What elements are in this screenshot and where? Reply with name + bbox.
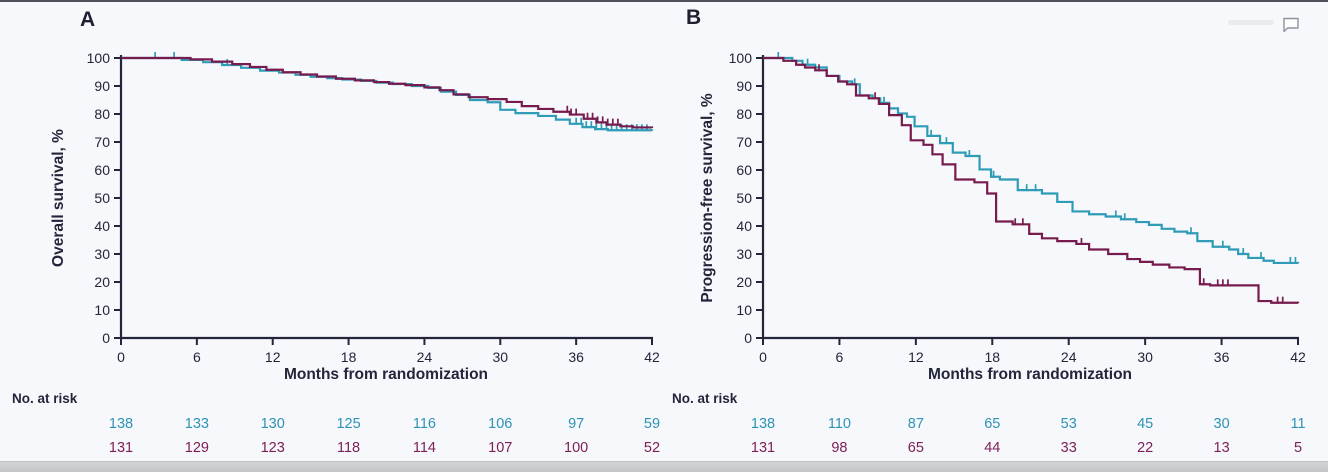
x-tick-label: 12 [908, 349, 924, 365]
arm-teal-at-risk-count: 116 [413, 416, 436, 432]
x-tick-label: 42 [644, 349, 660, 365]
arm-teal-at-risk-count: 59 [644, 416, 660, 432]
y-tick-label: 40 [736, 218, 752, 234]
x-tick-label: 42 [1290, 349, 1306, 365]
x-axis-title-months-b: Months from randomization [927, 366, 1133, 383]
y-tick-label: 20 [736, 274, 752, 290]
y-tick-label: 80 [736, 106, 752, 122]
arm-maroon-at-risk-count: 129 [185, 440, 209, 456]
km-chart-overall-survival: 0 10 20 30 40 50 60 70 80 90 100 0 6 12 18 24 30 36 42 138 1… [87, 50, 660, 456]
y-tick-label: 10 [94, 302, 110, 318]
arm-teal-at-risk-count: 130 [261, 416, 285, 432]
arm-teal-at-risk-count: 30 [1214, 416, 1230, 432]
y-tick-label: 70 [94, 134, 110, 150]
arm-teal-at-risk-count: 133 [185, 416, 209, 432]
x-tick-label: 30 [1137, 349, 1153, 365]
arm-maroon-at-risk-count: 33 [1061, 440, 1077, 456]
arm-teal-at-risk-count: 53 [1061, 416, 1077, 432]
x-tick-label: 12 [265, 349, 281, 365]
arm-teal-at-risk-count: 106 [488, 416, 512, 432]
arm-teal-at-risk-count: 138 [109, 416, 133, 432]
arm-maroon-at-risk-count: 114 [413, 440, 436, 456]
arm-teal-survival-curve [763, 56, 1300, 265]
y-tick-label: 50 [736, 190, 752, 206]
x-axis-title-months-a: Months from randomization [283, 366, 489, 383]
no-at-risk-label-a: No. at risk [12, 391, 78, 406]
x-tick-label: 36 [568, 349, 584, 365]
arm-maroon-at-risk-count: 107 [488, 440, 512, 456]
arm-teal-at-risk-count: 97 [568, 416, 584, 432]
y-tick-label: 60 [736, 162, 752, 178]
y-tick-label: 100 [729, 50, 753, 66]
bottom-scrollbar-band [0, 461, 1328, 472]
x-tick-label: 24 [1061, 349, 1077, 365]
km-chart-progression-free-survival: 0 10 20 30 40 50 60 70 80 90 100 0 6 12 18 24 30 36 42 138 1… [729, 50, 1306, 456]
panel-label-b: B [686, 6, 702, 29]
y-tick-label: 60 [94, 162, 110, 178]
y-tick-label: 90 [736, 78, 752, 94]
y-tick-label: 100 [87, 50, 111, 66]
x-tick-label: 18 [341, 349, 357, 365]
arm-teal-at-risk-count: 45 [1137, 416, 1153, 432]
x-tick-label: 18 [984, 349, 1000, 365]
arm-teal-at-risk-count: 87 [908, 416, 924, 432]
top-border-line [0, 0, 1328, 2]
x-tick-label: 36 [1214, 349, 1230, 365]
arm-maroon-at-risk-count: 131 [751, 440, 775, 456]
arm-maroon-at-risk-count: 65 [908, 440, 924, 456]
arm-maroon-at-risk-count: 44 [984, 440, 1000, 456]
x-tick-label: 0 [759, 349, 767, 365]
x-tick-label: 6 [193, 349, 201, 365]
arm-maroon-at-risk-count: 118 [337, 440, 360, 456]
panel-label-a: A [80, 8, 96, 31]
arm-maroon-at-risk-count: 100 [564, 440, 588, 456]
arm-maroon-at-risk-count: 13 [1214, 440, 1230, 456]
arm-teal-survival-curve [121, 56, 654, 132]
y-tick-label: 50 [94, 190, 110, 206]
y-tick-label: 70 [736, 134, 752, 150]
x-tick-label: 30 [492, 349, 508, 365]
arm-maroon-at-risk-count: 22 [1137, 440, 1153, 456]
y-tick-label: 20 [94, 274, 110, 290]
arm-maroon-at-risk-count: 5 [1294, 440, 1302, 456]
arm-teal-at-risk-count: 110 [828, 416, 851, 432]
y-tick-label: 30 [736, 246, 752, 262]
x-tick-label: 24 [417, 349, 433, 365]
arm-maroon-at-risk-count: 123 [261, 440, 285, 456]
y-tick-label: 30 [94, 246, 110, 262]
panel-progression-free-survival: B Progression-free survival, % Months fr… [664, 0, 1328, 472]
arm-maroon-at-risk-count: 131 [109, 440, 133, 456]
arm-teal-at-risk-count: 65 [984, 416, 1000, 432]
y-tick-label: 90 [94, 78, 110, 94]
x-tick-label: 6 [836, 349, 844, 365]
no-at-risk-label-b: No. at risk [672, 391, 738, 406]
y-tick-label: 80 [94, 106, 110, 122]
arm-teal-at-risk-count: 138 [751, 416, 775, 432]
arm-maroon-at-risk-count: 98 [831, 440, 847, 456]
y-tick-label: 40 [94, 218, 110, 234]
arm-teal-at-risk-count: 125 [336, 416, 360, 432]
arm-maroon-survival-curve [121, 56, 654, 129]
arm-teal-at-risk-count: 11 [1290, 416, 1305, 432]
y-tick-label: 0 [102, 330, 110, 346]
x-tick-label: 0 [117, 349, 125, 365]
comment-bubble-icon[interactable] [1281, 16, 1301, 34]
arm-maroon-survival-curve [763, 56, 1300, 304]
arm-maroon-at-risk-count: 52 [644, 440, 660, 456]
y-tick-label: 10 [736, 302, 752, 318]
panel-overall-survival: A Overall survival, % Months from random… [12, 8, 660, 456]
y-tick-label: 0 [744, 330, 752, 346]
highlight-smudge [1228, 20, 1274, 25]
